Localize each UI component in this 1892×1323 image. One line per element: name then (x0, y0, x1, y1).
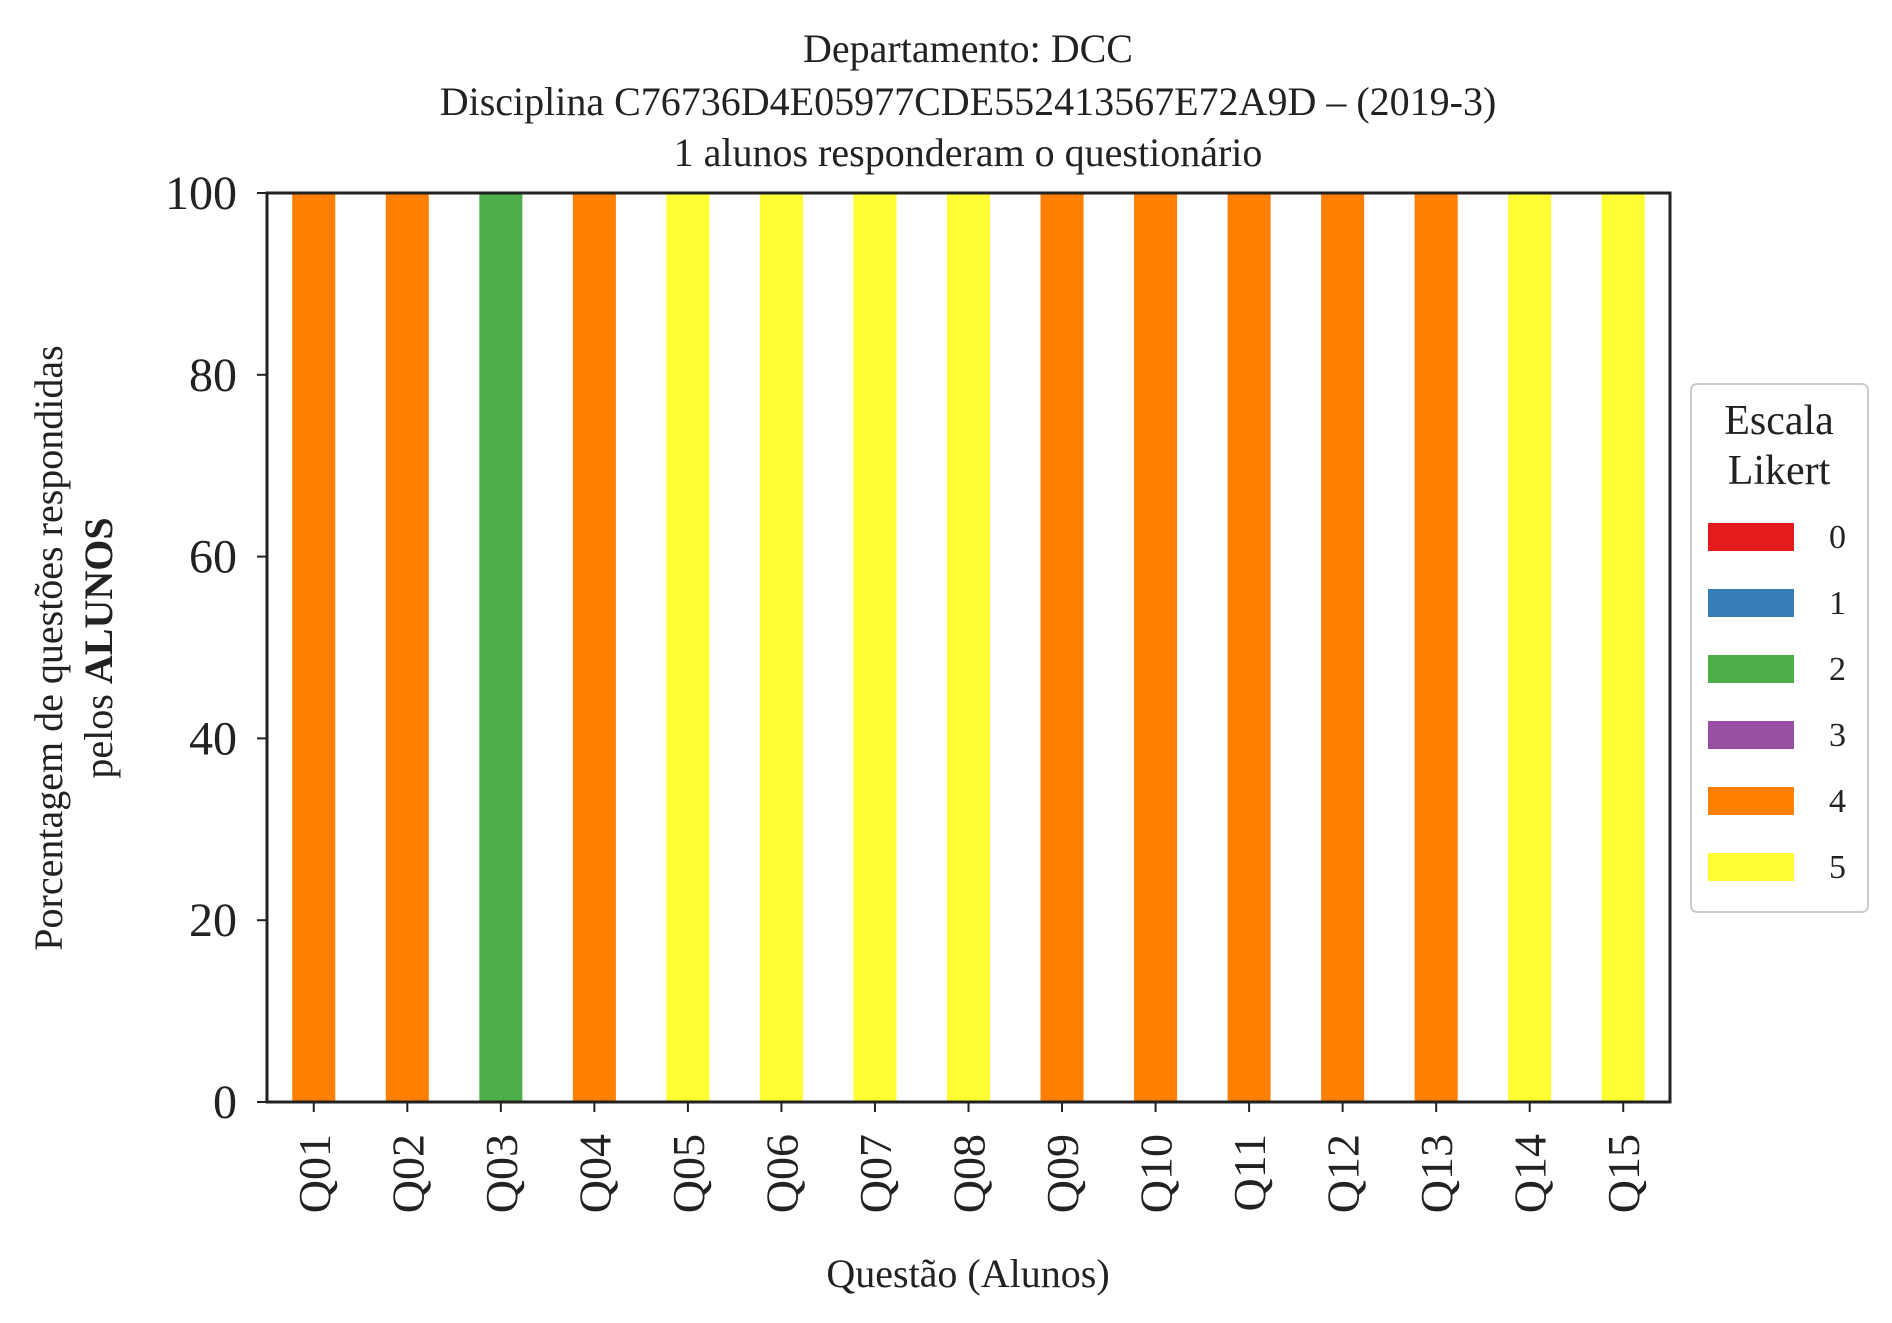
y-tick-label-40: 40 (189, 712, 237, 765)
x-tick-label-q07: Q07 (850, 1134, 901, 1213)
x-tick-label-q15: Q15 (1598, 1134, 1649, 1213)
bar-q03-likert-2 (479, 193, 523, 1102)
x-tick-label-q13: Q13 (1411, 1134, 1462, 1213)
x-tick-label-q12: Q12 (1318, 1134, 1369, 1213)
y-axis-label-line-2: pelos ALUNOS (76, 517, 121, 778)
legend-box (1690, 383, 1869, 913)
legend-label-1: 1 (1829, 585, 1846, 622)
bar-q09-likert-4 (1040, 193, 1084, 1102)
x-tick-label-q09: Q09 (1037, 1134, 1088, 1213)
x-tick-label-q01: Q01 (289, 1134, 340, 1213)
y-axis-label-prefix: pelos (76, 684, 121, 778)
legend-swatch-0 (1708, 523, 1794, 551)
x-tick-label-q06: Q06 (756, 1134, 807, 1213)
x-tick-label-q14: Q14 (1505, 1134, 1556, 1213)
legend-swatch-2 (1708, 655, 1794, 683)
bar-q05-likert-5 (666, 193, 710, 1102)
legend-swatch-4 (1708, 787, 1794, 815)
bar-q12-likert-4 (1321, 193, 1365, 1102)
x-axis-label: Questão (Alunos) (826, 1251, 1109, 1296)
bar-q13-likert-4 (1414, 193, 1458, 1102)
y-axis-label-bold: ALUNOS (76, 517, 121, 684)
bar-q14-likert-5 (1508, 193, 1552, 1102)
x-tick-label-q11: Q11 (1224, 1134, 1275, 1212)
title-line-3: 1 alunos responderam o questionário (674, 130, 1263, 175)
legend-title-line-1: Escala (1724, 398, 1834, 444)
y-tick-label-60: 60 (189, 531, 237, 584)
x-tick-label-q03: Q03 (476, 1134, 527, 1213)
bar-q06-likert-5 (759, 193, 803, 1102)
x-tick-label-q04: Q04 (569, 1134, 620, 1213)
bars-layer (292, 193, 1645, 1102)
legend-label-4: 4 (1829, 783, 1846, 820)
x-tick-label-q08: Q08 (944, 1134, 995, 1213)
bar-q02-likert-4 (385, 193, 429, 1102)
bar-q08-likert-5 (946, 193, 991, 1102)
legend: Escala Likert 0 1 2 3 4 5 (1690, 383, 1869, 913)
legend-swatch-1 (1708, 589, 1794, 617)
legend-swatch-3 (1708, 721, 1794, 749)
x-tick-label-q10: Q10 (1131, 1134, 1182, 1213)
title-line-1: Departamento: DCC (803, 26, 1133, 71)
y-axis-label: Porcentagem de questões respondidas pelo… (26, 345, 121, 950)
y-tick-label-20: 20 (189, 894, 237, 947)
legend-title-line-2: Likert (1728, 448, 1831, 494)
legend-label-5: 5 (1829, 849, 1846, 886)
y-tick-label-100: 100 (165, 167, 237, 220)
y-axis-label-line-1: Porcentagem de questões respondidas (26, 345, 71, 950)
x-tick-label-q02: Q02 (382, 1134, 433, 1213)
bar-q01-likert-4 (292, 193, 336, 1102)
legend-label-2: 2 (1829, 651, 1846, 688)
legend-swatch-5 (1708, 853, 1794, 881)
bar-q04-likert-4 (572, 193, 616, 1102)
legend-items: 0 1 2 3 4 5 (1708, 519, 1846, 886)
x-axis: Q01 Q02 Q03 Q04 Q05 Q06 Q07 Q08 Q09 Q10 Q11 Q12 Q13 Q… (289, 1102, 1649, 1213)
x-tick-label-q05: Q05 (663, 1134, 714, 1213)
title-line-2: Disciplina C76736D4E05977CDE552413567E72… (440, 79, 1497, 124)
y-axis: 0 20 40 60 80 100 (165, 167, 267, 1129)
bar-q15-likert-5 (1601, 193, 1645, 1102)
bar-q10-likert-4 (1134, 193, 1178, 1102)
bar-q11-likert-4 (1227, 193, 1271, 1102)
y-tick-label-0: 0 (213, 1076, 237, 1129)
legend-label-0: 0 (1829, 519, 1846, 556)
bar-q07-likert-5 (853, 193, 897, 1102)
y-tick-label-80: 80 (189, 349, 237, 402)
legend-label-3: 3 (1829, 717, 1846, 754)
chart-title: Departamento: DCC Disciplina C76736D4E05… (440, 26, 1497, 175)
